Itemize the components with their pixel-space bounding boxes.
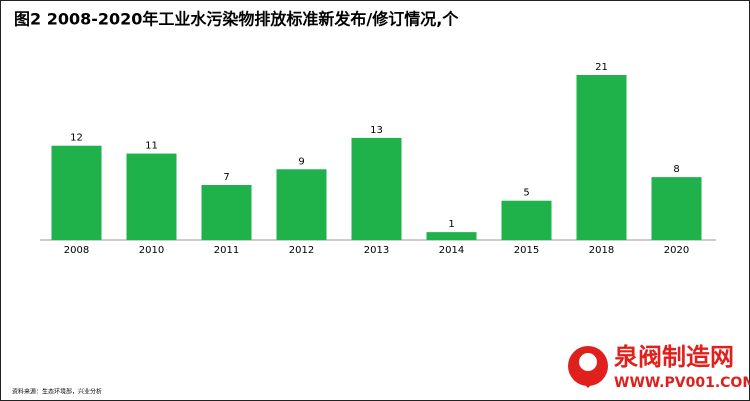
- data-label: 11: [145, 141, 158, 152]
- data-label: 12: [70, 133, 83, 144]
- bar: [501, 200, 552, 240]
- x-tick-label: 2012: [289, 245, 314, 256]
- bar: [651, 177, 702, 240]
- data-label: 1: [448, 219, 454, 230]
- bar: [351, 137, 402, 240]
- x-tick-label: 2008: [64, 245, 89, 256]
- data-label: 21: [595, 62, 608, 73]
- watermark-url: WWW.PV001.COM: [614, 375, 750, 391]
- data-label: 8: [673, 164, 679, 175]
- watermark-logo: [568, 346, 608, 388]
- bar: [201, 185, 252, 240]
- x-tick-label: 2013: [364, 245, 389, 256]
- data-label: 7: [223, 172, 229, 183]
- bar: [51, 145, 102, 240]
- chart-title: 图2 2008-2020年工业水污染物排放标准新发布/修订情况,个: [14, 10, 459, 29]
- x-tick-label: 2015: [514, 245, 539, 256]
- data-label: 5: [523, 188, 529, 199]
- x-tick-label: 2020: [664, 245, 689, 256]
- bar: [276, 169, 327, 240]
- watermark-name: 泉阀制造网: [614, 343, 734, 371]
- x-tick-label: 2018: [589, 245, 614, 256]
- x-tick-label: 2014: [439, 245, 464, 256]
- x-tick-label: 2010: [139, 245, 164, 256]
- bar: [576, 75, 627, 240]
- bar: [426, 232, 477, 240]
- source: 资料来源：生态环境部，兴业分析: [12, 388, 102, 396]
- data-label: 13: [370, 125, 383, 136]
- x-tick-label: 2011: [214, 245, 239, 256]
- data-label: 9: [298, 156, 304, 167]
- bar: [126, 153, 177, 240]
